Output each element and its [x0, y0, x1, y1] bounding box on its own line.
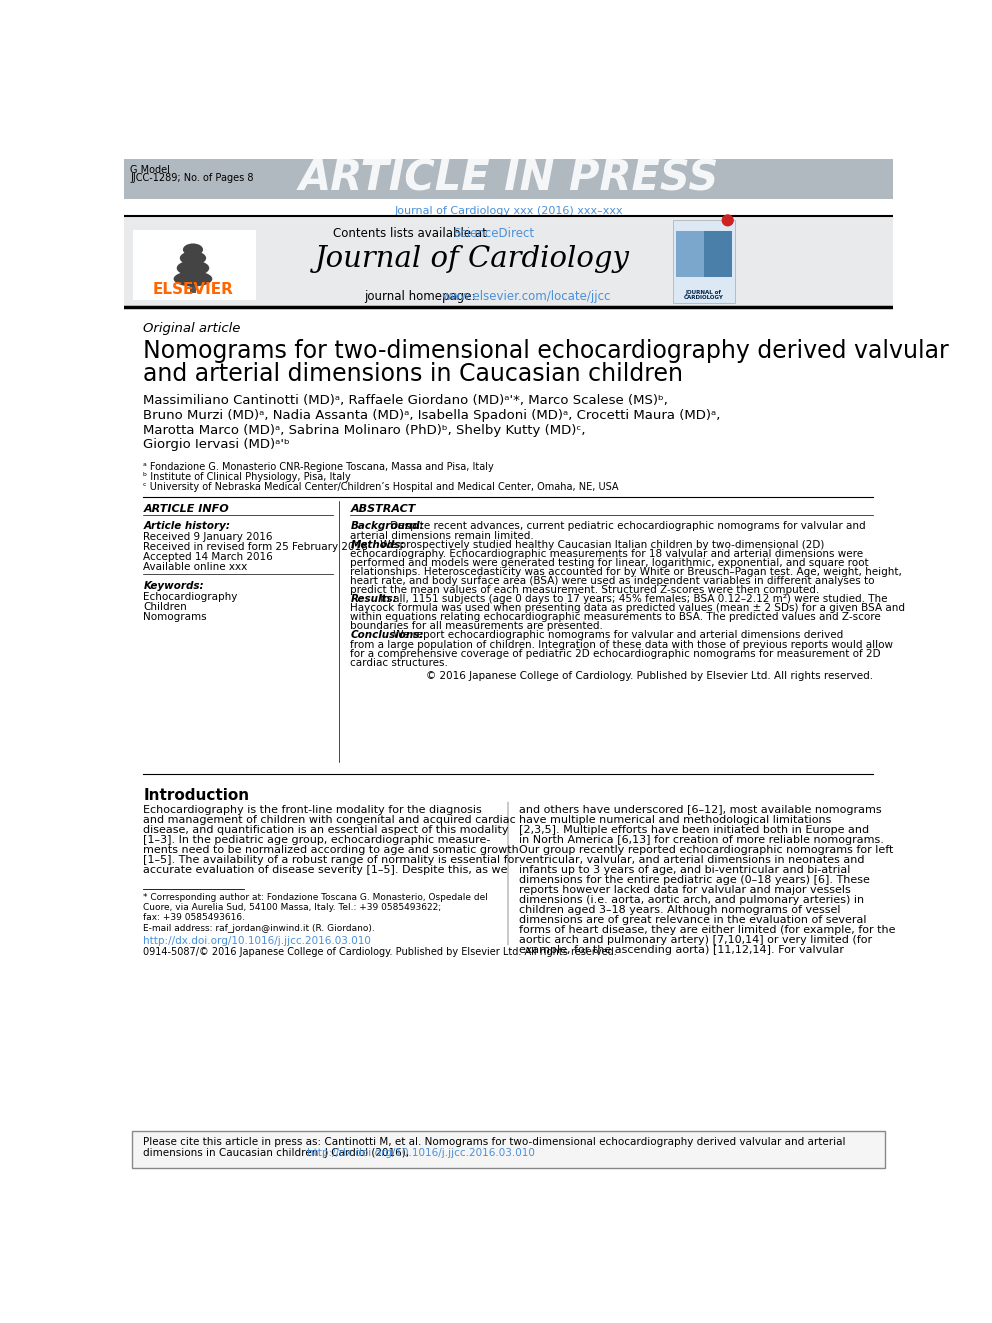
Text: [1–3]. In the pediatric age group, echocardiographic measure-: [1–3]. In the pediatric age group, echoc…	[144, 835, 491, 845]
Text: infants up to 3 years of age, and bi-ventricular and bi-atrial: infants up to 3 years of age, and bi-ven…	[519, 865, 850, 875]
Text: within equations relating echocardiographic measurements to BSA. The predicted v: within equations relating echocardiograp…	[350, 613, 881, 622]
Text: [1–5]. The availability of a robust range of normality is essential for: [1–5]. The availability of a robust rang…	[144, 855, 520, 865]
Ellipse shape	[180, 251, 206, 265]
Bar	[124, 159, 893, 198]
Text: We report echocardiographic nomograms for valvular and arterial dimensions deriv: We report echocardiographic nomograms fo…	[390, 631, 843, 640]
Text: dimensions are of great relevance in the evaluation of several: dimensions are of great relevance in the…	[519, 916, 867, 925]
Text: Background:: Background:	[350, 521, 424, 532]
Text: * Corresponding author at: Fondazione Toscana G. Monasterio, Ospedale del
Cuore,: * Corresponding author at: Fondazione To…	[144, 893, 488, 933]
Text: ABSTRACT: ABSTRACT	[350, 504, 416, 515]
Text: Results:: Results:	[350, 594, 397, 605]
Text: journal homepage:: journal homepage:	[364, 290, 479, 303]
Text: ELSEVIER: ELSEVIER	[153, 282, 233, 298]
Text: Methods:: Methods:	[350, 540, 405, 549]
Text: performed and models were generated testing for linear, logarithmic, exponential: performed and models were generated test…	[350, 558, 869, 568]
Text: forms of heart disease, they are either limited (for example, for the: forms of heart disease, they are either …	[519, 925, 896, 935]
Text: ᵇ Institute of Clinical Physiology, Pisa, Italy: ᵇ Institute of Clinical Physiology, Pisa…	[144, 472, 351, 482]
Text: Nomograms: Nomograms	[144, 613, 207, 622]
Text: Nomograms for two-dimensional echocardiography derived valvular: Nomograms for two-dimensional echocardio…	[144, 339, 949, 363]
Text: and arterial dimensions in Caucasian children: and arterial dimensions in Caucasian chi…	[144, 363, 683, 386]
Text: have multiple numerical and methodological limitations: have multiple numerical and methodologic…	[519, 815, 831, 824]
Text: dimensions for the entire pediatric age (0–18 years) [6]. These: dimensions for the entire pediatric age …	[519, 875, 870, 885]
Text: Accepted 14 March 2016: Accepted 14 March 2016	[144, 552, 273, 562]
Text: Available online xxx: Available online xxx	[144, 562, 248, 573]
Text: predict the mean values of each measurement. Structured Z-scores were then compu: predict the mean values of each measurem…	[350, 585, 819, 595]
Text: ᶜ University of Nebraska Medical Center/Children’s Hospital and Medical Center, : ᶜ University of Nebraska Medical Center/…	[144, 482, 619, 492]
Text: Introduction: Introduction	[144, 789, 250, 803]
Text: Children: Children	[144, 602, 187, 613]
Text: arterial dimensions remain limited.: arterial dimensions remain limited.	[350, 531, 534, 541]
Text: ScienceDirect: ScienceDirect	[453, 226, 535, 239]
Bar	[676, 232, 732, 278]
Text: cardiac structures.: cardiac structures.	[350, 658, 448, 668]
Text: Bruno Murzi (MD)ᵃ, Nadia Assanta (MD)ᵃ, Isabella Spadoni (MD)ᵃ, Crocetti Maura (: Bruno Murzi (MD)ᵃ, Nadia Assanta (MD)ᵃ, …	[144, 409, 721, 422]
Text: Original article: Original article	[144, 321, 241, 335]
Circle shape	[722, 214, 733, 226]
Text: www.elsevier.com/locate/jjcc: www.elsevier.com/locate/jjcc	[441, 290, 611, 303]
Text: Keywords:: Keywords:	[144, 582, 204, 591]
Text: Received 9 January 2016: Received 9 January 2016	[144, 532, 273, 542]
Text: Journal of Cardiology: Journal of Cardiology	[315, 245, 630, 273]
Text: Our group recently reported echocardiographic nomograms for left: Our group recently reported echocardiogr…	[519, 845, 894, 855]
Text: In all, 1151 subjects (age 0 days to 17 years; 45% females; BSA 0.12–2.12 m²) we: In all, 1151 subjects (age 0 days to 17 …	[377, 594, 888, 605]
Text: aortic arch and pulmonary artery) [7,10,14] or very limited (for: aortic arch and pulmonary artery) [7,10,…	[519, 935, 872, 945]
Text: ARTICLE INFO: ARTICLE INFO	[144, 504, 229, 515]
Text: heart rate, and body surface area (BSA) were used as independent variables in di: heart rate, and body surface area (BSA) …	[350, 576, 875, 586]
Text: ᵃ Fondazione G. Monasterio CNR-Regione Toscana, Massa and Pisa, Italy: ᵃ Fondazione G. Monasterio CNR-Regione T…	[144, 462, 494, 472]
Text: Echocardiography is the front-line modality for the diagnosis: Echocardiography is the front-line modal…	[144, 804, 482, 815]
Text: We prospectively studied healthy Caucasian Italian children by two-dimensional (: We prospectively studied healthy Caucasi…	[377, 540, 824, 549]
Text: Journal of Cardiology xxx (2016) xxx–xxx: Journal of Cardiology xxx (2016) xxx–xxx	[394, 206, 623, 217]
Text: relationships. Heteroscedasticity was accounted for by White or Breusch–Pagan te: relationships. Heteroscedasticity was ac…	[350, 566, 902, 577]
Text: G Model: G Model	[130, 165, 170, 175]
Text: accurate evaluation of disease severity [1–5]. Despite this, as we: accurate evaluation of disease severity …	[144, 865, 508, 875]
Bar	[703, 232, 732, 278]
Text: ARTICLE IN PRESS: ARTICLE IN PRESS	[299, 157, 718, 200]
Bar	[132, 1131, 885, 1168]
Bar	[673, 220, 735, 303]
Text: http://dx.doi.org/10.1016/j.jjcc.2016.03.010: http://dx.doi.org/10.1016/j.jjcc.2016.03…	[144, 937, 371, 946]
Text: reports however lacked data for valvular and major vessels: reports however lacked data for valvular…	[519, 885, 851, 894]
Text: JJCC-1289; No. of Pages 8: JJCC-1289; No. of Pages 8	[130, 173, 254, 184]
Bar	[133, 230, 256, 300]
Text: http://dx.doi.org/10.1016/j.jjcc.2016.03.010: http://dx.doi.org/10.1016/j.jjcc.2016.03…	[307, 1148, 535, 1158]
Text: Giorgio Iervasi (MD)ᵃ'ᵇ: Giorgio Iervasi (MD)ᵃ'ᵇ	[144, 438, 290, 451]
Text: JOURNAL of
CARDIOLOGY: JOURNAL of CARDIOLOGY	[683, 290, 723, 300]
Text: disease, and quantification is an essential aspect of this modality: disease, and quantification is an essent…	[144, 824, 509, 835]
Bar	[124, 216, 893, 307]
Text: in North America [6,13] for creation of more reliable nomograms.: in North America [6,13] for creation of …	[519, 835, 884, 845]
Text: Despite recent advances, current pediatric echocardiographic nomograms for valvu: Despite recent advances, current pediatr…	[387, 521, 866, 532]
Text: from a large population of children. Integration of these data with those of pre: from a large population of children. Int…	[350, 639, 894, 650]
Text: © 2016 Japanese College of Cardiology. Published by Elsevier Ltd. All rights res: © 2016 Japanese College of Cardiology. P…	[427, 672, 873, 681]
Text: and management of children with congenital and acquired cardiac: and management of children with congenit…	[144, 815, 516, 824]
Text: children aged 3–18 years. Although nomograms of vessel: children aged 3–18 years. Although nomog…	[519, 905, 841, 916]
Text: for a comprehensive coverage of pediatric 2D echocardiographic nomograms for mea: for a comprehensive coverage of pediatri…	[350, 648, 881, 659]
Text: Massimiliano Cantinotti (MD)ᵃ, Raffaele Giordano (MD)ᵃ'*, Marco Scalese (MS)ᵇ,: Massimiliano Cantinotti (MD)ᵃ, Raffaele …	[144, 394, 669, 407]
Text: example, for the ascending aorta) [11,12,14]. For valvular: example, for the ascending aorta) [11,12…	[519, 945, 844, 955]
Text: [2,3,5]. Multiple efforts have been initiated both in Europe and: [2,3,5]. Multiple efforts have been init…	[519, 824, 869, 835]
Text: Received in revised form 25 February 2016: Received in revised form 25 February 201…	[144, 542, 368, 552]
Bar	[189, 278, 196, 292]
Ellipse shape	[177, 261, 209, 275]
Ellipse shape	[174, 271, 212, 287]
Text: Marotta Marco (MD)ᵃ, Sabrina Molinaro (PhD)ᵇ, Shelby Kutty (MD)ᶜ,: Marotta Marco (MD)ᵃ, Sabrina Molinaro (P…	[144, 423, 586, 437]
Text: 0914-5087/© 2016 Japanese College of Cardiology. Published by Elsevier Ltd. All : 0914-5087/© 2016 Japanese College of Car…	[144, 947, 617, 958]
Text: dimensions (i.e. aorta, aortic arch, and pulmonary arteries) in: dimensions (i.e. aorta, aortic arch, and…	[519, 894, 864, 905]
Text: ments need to be normalized according to age and somatic growth: ments need to be normalized according to…	[144, 845, 519, 855]
Text: ventricular, valvular, and arterial dimensions in neonates and: ventricular, valvular, and arterial dime…	[519, 855, 865, 865]
Text: Contents lists available at: Contents lists available at	[333, 226, 491, 239]
Text: and others have underscored [6–12], most available nomograms: and others have underscored [6–12], most…	[519, 804, 882, 815]
Text: dimensions in Caucasian children. J Cardiol (2016),: dimensions in Caucasian children. J Card…	[144, 1148, 413, 1158]
Text: Conclusions:: Conclusions:	[350, 631, 424, 640]
Text: Article history:: Article history:	[144, 521, 230, 532]
Text: Haycock formula was used when presenting data as predicted values (mean ± 2 SDs): Haycock formula was used when presenting…	[350, 603, 906, 613]
Text: boundaries for all measurements are presented.: boundaries for all measurements are pres…	[350, 622, 603, 631]
Text: Echocardiography: Echocardiography	[144, 593, 238, 602]
Text: Please cite this article in press as: Cantinotti M, et al. Nomograms for two-dim: Please cite this article in press as: Ca…	[144, 1138, 846, 1147]
Text: echocardiography. Echocardiographic measurements for 18 valvular and arterial di: echocardiography. Echocardiographic meas…	[350, 549, 863, 558]
Ellipse shape	[183, 243, 203, 255]
